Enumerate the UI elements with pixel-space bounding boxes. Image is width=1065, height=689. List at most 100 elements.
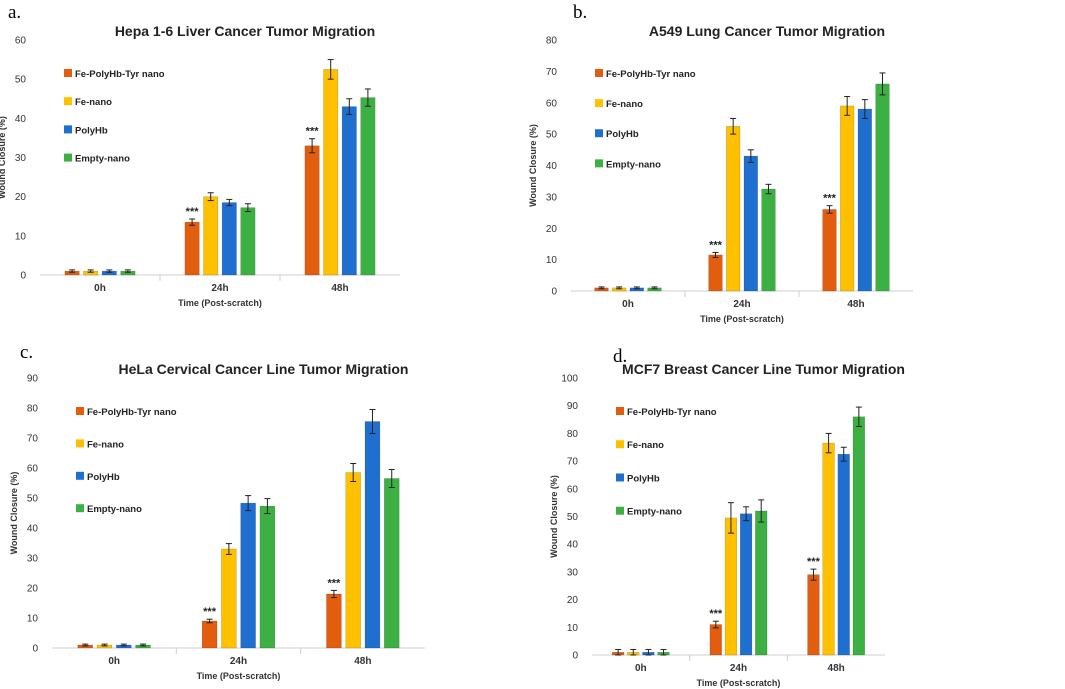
legend-label: PolyHb — [87, 472, 120, 483]
category-label: 0h — [94, 283, 106, 294]
chart-svg: HeLa Cervical Cancer Line Tumor Migratio… — [9, 361, 425, 681]
bar — [323, 69, 339, 276]
y-tick-label: 70 — [567, 457, 579, 468]
legend-label: Fe-nano — [627, 440, 664, 451]
chart-svg: A549 Lung Cancer Tumor Migration 0 10 20 30 4… — [528, 23, 913, 324]
legend-swatch — [64, 125, 72, 134]
bar — [360, 97, 376, 276]
y-tick-label: 60 — [546, 98, 558, 109]
bar — [807, 574, 820, 656]
bar — [345, 472, 361, 649]
chart-panel-b: b. A549 Lung Cancer Tumor Migration 0 10 20… — [528, 0, 1065, 335]
bar — [724, 517, 738, 656]
bar — [364, 421, 381, 649]
chart-panel-a: a. Hepa 1-6 Liver Cancer Tumor Migration… — [0, 0, 530, 310]
bar — [875, 83, 890, 292]
legend-label: PolyHb — [75, 125, 108, 136]
bar — [755, 510, 768, 656]
bar — [203, 196, 219, 276]
y-tick-label: 30 — [567, 567, 579, 578]
legend-label: Fe-nano — [87, 439, 124, 450]
bar — [221, 202, 237, 276]
significance-marker: *** — [709, 239, 723, 251]
y-tick-label: 20 — [567, 595, 579, 606]
category-label: 48h — [331, 283, 348, 294]
legend-swatch — [76, 504, 84, 513]
y-tick-label: 50 — [546, 130, 558, 141]
bar — [184, 221, 200, 276]
legend-swatch — [64, 153, 72, 162]
y-tick-label: 10 — [567, 623, 579, 634]
bar — [259, 505, 276, 649]
panel-label: d. — [613, 346, 628, 367]
y-tick-label: 90 — [27, 374, 39, 385]
bar — [726, 126, 741, 292]
legend-label: Empty-nano — [87, 504, 142, 515]
bar — [240, 502, 256, 649]
legend-label: Empty-nano — [627, 507, 682, 518]
panel-label: a. — [8, 2, 22, 23]
y-tick-label: 30 — [15, 153, 27, 164]
significance-marker: *** — [306, 126, 320, 138]
y-tick-label: 40 — [546, 161, 558, 172]
chart-title: A549 Lung Cancer Tumor Migration — [649, 23, 885, 39]
y-axis-label: Wound Closure (%) — [0, 116, 7, 199]
x-axis-label: Time (Post-scratch) — [697, 678, 781, 688]
category-label: 0h — [622, 299, 634, 310]
legend-swatch — [616, 440, 624, 449]
y-tick-label: 70 — [546, 67, 558, 78]
y-tick-label: 10 — [546, 255, 558, 266]
legend-swatch — [595, 69, 603, 77]
bar — [384, 478, 400, 649]
y-tick-label: 50 — [567, 512, 579, 523]
bar — [341, 106, 357, 276]
bar — [709, 624, 722, 656]
legend-label: Fe-PolyHb-Tyr nano — [75, 69, 165, 80]
legend-swatch — [616, 407, 624, 415]
bar — [221, 548, 237, 649]
legend-label: Fe-nano — [75, 97, 112, 108]
legend-swatch — [64, 69, 72, 77]
category-label: 24h — [230, 656, 247, 667]
category-label: 48h — [354, 656, 371, 667]
legend-label: Empty-nano — [606, 159, 661, 170]
legend-swatch — [595, 159, 603, 168]
y-axis-label: Wound Closure (%) — [528, 124, 538, 207]
legend-label: PolyHb — [627, 473, 660, 484]
bar — [822, 442, 835, 656]
chart-panel-c: c. HeLa Cervical Cancer Line Tumor Migra… — [0, 338, 535, 689]
legend-swatch — [76, 439, 84, 448]
y-tick-label: 80 — [546, 36, 558, 47]
significance-marker: *** — [807, 556, 821, 568]
y-tick-label: 40 — [567, 540, 579, 551]
bar — [240, 207, 256, 276]
legend-swatch — [595, 99, 603, 108]
legend-label: Empty-nano — [75, 154, 130, 165]
y-tick-label: 40 — [15, 114, 27, 125]
legend-label: Fe-PolyHb-Tyr nano — [87, 407, 177, 418]
bar — [739, 513, 753, 656]
category-label: 24h — [733, 299, 750, 310]
x-axis-label: Time (Post-scratch) — [197, 671, 281, 681]
y-tick-label: 80 — [27, 404, 39, 415]
y-tick-label: 20 — [546, 224, 558, 235]
bar — [761, 188, 776, 292]
chart-svg: MCF7 Breast Cancer Line Tumor Migration 0… — [549, 361, 905, 688]
bar — [837, 453, 850, 656]
y-tick-label: 90 — [567, 401, 579, 412]
y-tick-label: 100 — [561, 374, 578, 385]
bar — [304, 145, 320, 276]
legend-swatch — [616, 506, 624, 515]
x-axis-label: Time (Post-scratch) — [700, 314, 784, 324]
y-tick-label: 30 — [546, 192, 558, 203]
category-label: 0h — [635, 663, 647, 674]
legend-label: Fe-PolyHb-Tyr nano — [606, 69, 696, 80]
chart-title: Hepa 1-6 Liver Cancer Tumor Migration — [115, 23, 375, 39]
y-axis-label: Wound Closure (%) — [9, 472, 19, 555]
y-tick-label: 20 — [27, 584, 39, 595]
legend-swatch — [616, 473, 624, 482]
bar — [326, 593, 342, 649]
bar — [708, 254, 723, 292]
legend-label: Fe-PolyHb-Tyr nano — [627, 407, 717, 418]
panel-label: b. — [573, 2, 588, 23]
